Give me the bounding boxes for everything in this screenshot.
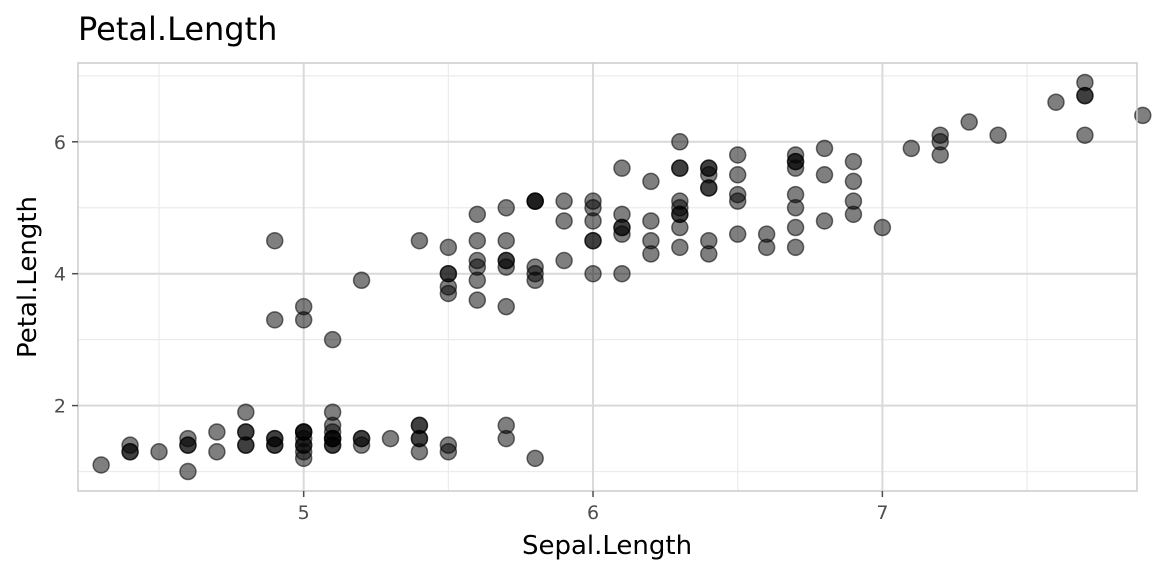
data-point	[526, 449, 544, 468]
data-point	[439, 284, 458, 303]
data-point	[497, 258, 515, 276]
data-point	[960, 113, 978, 131]
data-point	[323, 403, 342, 421]
chart-title: Petal.Length	[78, 10, 277, 48]
data-point	[1076, 86, 1094, 105]
data-point	[439, 264, 458, 283]
data-point	[381, 429, 400, 448]
data-point	[439, 443, 458, 461]
y-tick-label: 4	[54, 264, 66, 286]
data-point	[757, 238, 776, 257]
data-point	[266, 311, 284, 329]
x-tick-label: 5	[298, 502, 310, 524]
data-point	[352, 429, 371, 448]
data-point	[613, 159, 631, 177]
data-point	[410, 231, 429, 250]
data-point	[526, 192, 544, 210]
data-point	[555, 251, 573, 270]
data-point	[902, 139, 921, 158]
data-point	[1047, 93, 1065, 111]
data-point	[555, 212, 573, 230]
data-point	[1076, 126, 1094, 144]
data-point	[179, 436, 197, 454]
y-axis-title: Petal.Length	[13, 196, 43, 358]
grid-lines	[78, 63, 1137, 491]
x-tick-label: 7	[876, 502, 888, 524]
data-point	[497, 416, 515, 435]
data-point	[642, 212, 660, 230]
data-point	[208, 423, 226, 441]
data-point	[584, 231, 602, 250]
data-point	[728, 166, 747, 184]
data-points	[92, 73, 1152, 481]
axis-ticks: 5 6 7 2 4 6	[54, 132, 889, 524]
data-point	[671, 159, 689, 177]
data-point	[121, 443, 139, 461]
data-point	[989, 126, 1007, 144]
data-point	[555, 192, 573, 210]
data-point	[266, 436, 284, 454]
data-point	[844, 152, 863, 171]
data-point	[613, 225, 631, 243]
data-point	[728, 185, 747, 204]
data-point	[584, 212, 602, 230]
data-point	[294, 311, 313, 329]
data-point	[844, 172, 863, 191]
y-tick-label: 2	[54, 396, 66, 418]
data-point	[1134, 106, 1152, 125]
data-point	[468, 231, 487, 250]
x-tick-label: 6	[587, 502, 599, 524]
y-tick-label: 6	[54, 132, 66, 154]
data-point	[497, 231, 515, 250]
data-point	[613, 205, 631, 224]
data-point	[266, 231, 284, 250]
data-point	[700, 245, 718, 263]
data-point	[786, 238, 805, 257]
data-point	[439, 238, 458, 257]
data-point	[873, 218, 892, 237]
data-point	[323, 330, 342, 349]
data-point	[526, 264, 544, 283]
x-axis-title: Sepal.Length	[522, 531, 692, 561]
data-point	[786, 152, 805, 171]
data-point	[497, 297, 515, 316]
data-point	[642, 172, 660, 191]
data-point	[323, 423, 342, 441]
data-point	[92, 456, 110, 474]
data-point	[468, 291, 487, 309]
data-point	[237, 403, 255, 421]
plot-panel-border	[77, 62, 1138, 492]
data-point	[728, 225, 747, 243]
data-point	[700, 166, 718, 184]
data-point	[410, 429, 429, 448]
data-point	[815, 139, 834, 158]
data-point	[294, 436, 313, 454]
data-point	[671, 133, 689, 151]
data-point	[613, 264, 631, 283]
data-point	[584, 264, 602, 283]
data-point	[468, 205, 487, 224]
data-point	[815, 212, 834, 230]
data-point	[352, 271, 371, 290]
data-point	[671, 238, 689, 257]
data-point	[786, 185, 805, 204]
data-point	[468, 251, 487, 270]
data-point	[497, 199, 515, 217]
data-point	[179, 462, 197, 481]
data-point	[844, 192, 863, 210]
data-point	[931, 146, 949, 164]
data-point	[815, 166, 834, 184]
data-point	[728, 146, 747, 164]
data-point	[150, 443, 168, 461]
data-point	[237, 436, 255, 454]
data-point	[208, 443, 226, 461]
data-point	[642, 245, 660, 263]
data-point	[671, 199, 689, 217]
data-point	[786, 218, 805, 237]
